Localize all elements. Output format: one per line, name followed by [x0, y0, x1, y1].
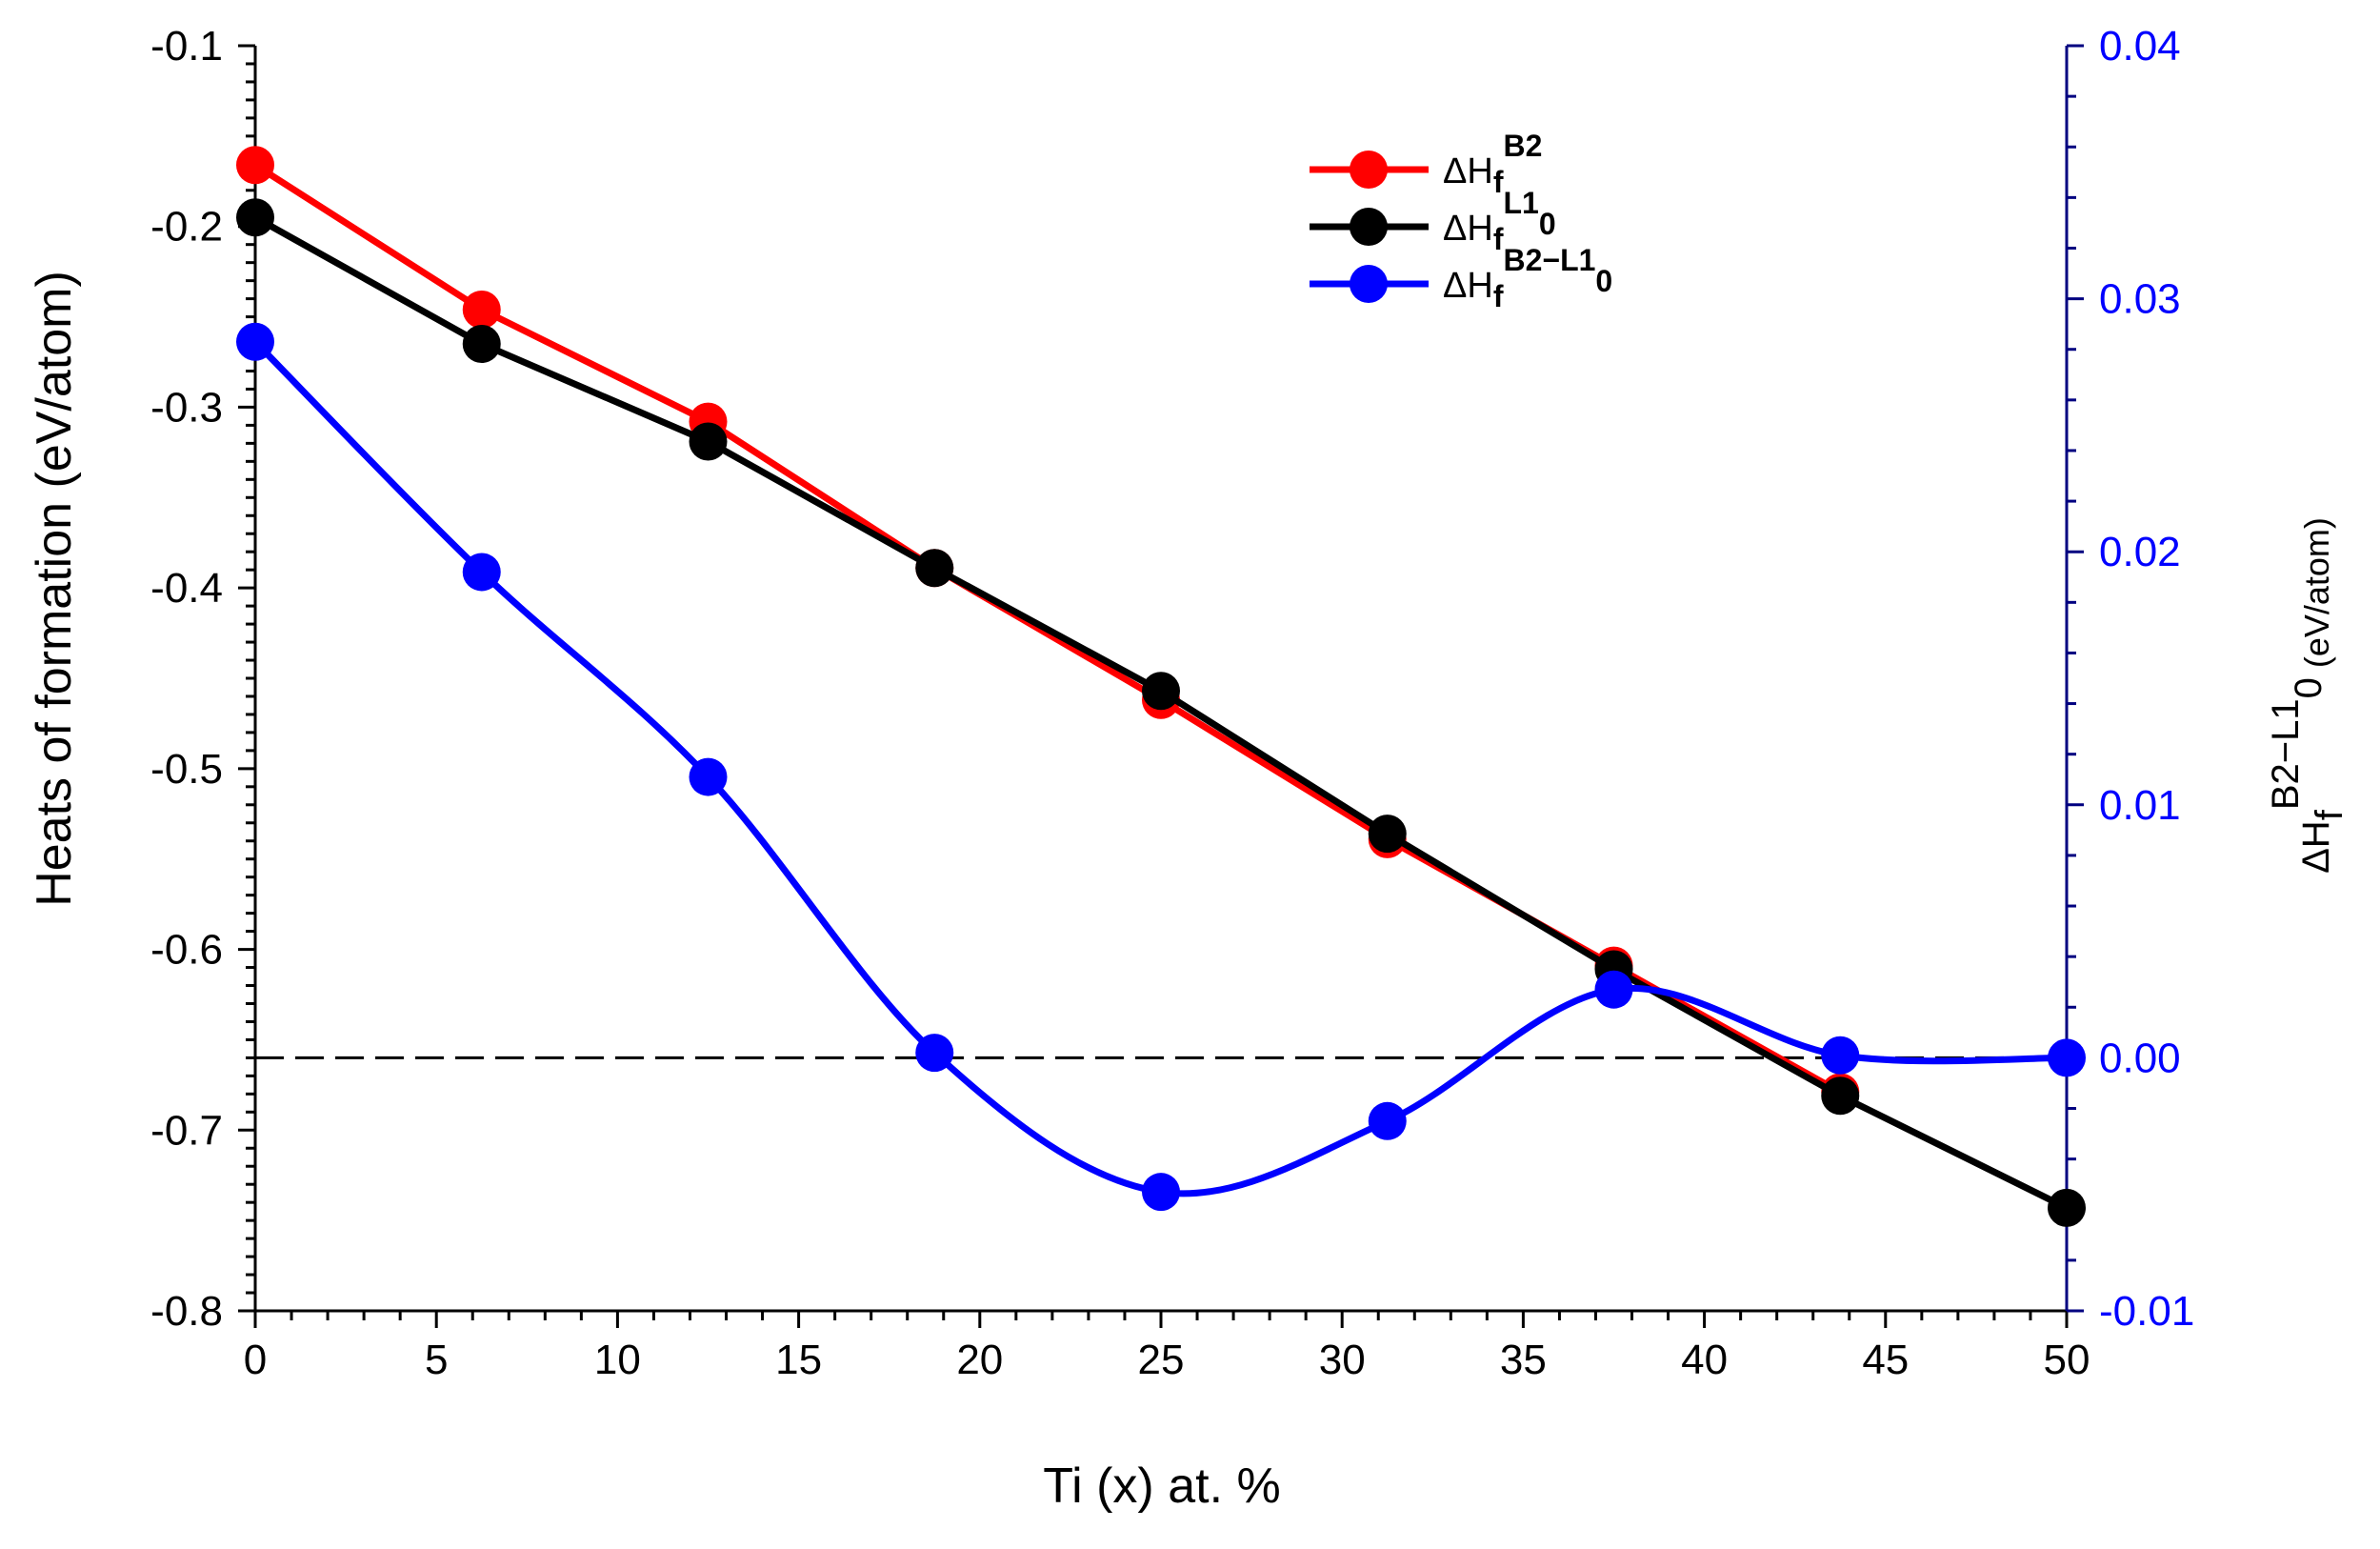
y-tick-label: -0.8 — [150, 1288, 223, 1335]
x-tick-label: 40 — [1681, 1337, 1728, 1383]
y-tick-label: -0.5 — [150, 746, 223, 793]
data-point-l10 — [2048, 1188, 2086, 1227]
data-point-b2-l10 — [1594, 970, 1633, 1009]
y-tick-label: -0.4 — [150, 565, 223, 612]
series-line-b2-l10 — [252, 339, 2068, 1197]
legend-swatch-marker — [1350, 151, 1388, 189]
x-tick-label: 30 — [1319, 1337, 1366, 1383]
legend-label: ΔHfB2−L10 — [1443, 243, 1612, 313]
y2-axis-title: ΔHfB2−L10 (eV/atom) — [2265, 517, 2350, 874]
data-point-b2-l10 — [2048, 1038, 2086, 1077]
x-tick-label: 50 — [2044, 1337, 2090, 1383]
y2-tick-label: 0.01 — [2099, 782, 2181, 829]
data-point-b2-l10 — [462, 553, 501, 592]
y2-axis-title-text: ΔHfB2−L10 (eV/atom) — [2265, 517, 2350, 874]
y-tick-label: -0.1 — [150, 23, 223, 70]
x-tick-label: 5 — [425, 1337, 448, 1383]
y2-tick-label: -0.01 — [2099, 1288, 2194, 1335]
x-tick-label: 45 — [1862, 1337, 1909, 1383]
y-tick-label: -0.6 — [150, 927, 223, 974]
y2-tick-label: 0.02 — [2099, 529, 2181, 575]
y2-tick-label: 0.00 — [2099, 1035, 2181, 1081]
ticks: 0 5 10 15 20 25 30 35 40 45 50 -0.8 -0.7 -0.6 -0.5 -0.4… — [150, 23, 2194, 1383]
legend-item-b2: ΔHfB2 — [1310, 129, 1542, 199]
x-tick-label: 10 — [594, 1337, 641, 1383]
y2-tick-label: 0.04 — [2099, 23, 2181, 70]
data-point-l10 — [1821, 1076, 1860, 1116]
data-point-l10 — [1142, 672, 1180, 711]
series-group — [236, 146, 2086, 1227]
x-tick-label: 15 — [775, 1337, 822, 1383]
y2-tick-label: 0.03 — [2099, 276, 2181, 323]
y-tick-label: -0.2 — [150, 204, 223, 251]
y-axis-title: Heats of formation (eV/atom) — [27, 271, 82, 907]
legend-label: ΔHfB2 — [1443, 129, 1542, 199]
x-tick-label: 25 — [1138, 1337, 1185, 1383]
data-point-b2-l10 — [915, 1034, 954, 1073]
x-tick-label: 35 — [1500, 1337, 1547, 1383]
data-point-b2-l10 — [1821, 1036, 1860, 1075]
data-point-b2-l10 — [689, 757, 728, 796]
legend-label: ΔHfL10 — [1443, 186, 1556, 256]
data-point-b2-l10 — [1142, 1173, 1180, 1212]
x-tick-label: 20 — [956, 1337, 1003, 1383]
x-tick-label: 0 — [244, 1337, 267, 1383]
data-point-l10 — [689, 422, 728, 461]
y-tick-label: -0.7 — [150, 1107, 223, 1154]
y-tick-label: -0.3 — [150, 384, 223, 431]
data-point-l10 — [915, 549, 954, 588]
data-point-b2-l10 — [236, 322, 274, 361]
data-point-b2-l10 — [1368, 1101, 1407, 1140]
x-axis-title: Ti (x) at. % — [1043, 1458, 1280, 1514]
data-point-l10 — [1368, 815, 1407, 854]
data-point-l10 — [236, 198, 274, 237]
legend-item-l10: ΔHfL10 — [1310, 186, 1556, 256]
data-point-b2 — [462, 290, 501, 329]
data-point-b2 — [236, 146, 274, 185]
legend-swatch-marker — [1350, 208, 1388, 246]
legend-item-b2-l10: ΔHfB2−L10 — [1310, 243, 1612, 313]
data-point-l10 — [462, 325, 501, 364]
legend-swatch-marker — [1350, 265, 1388, 303]
